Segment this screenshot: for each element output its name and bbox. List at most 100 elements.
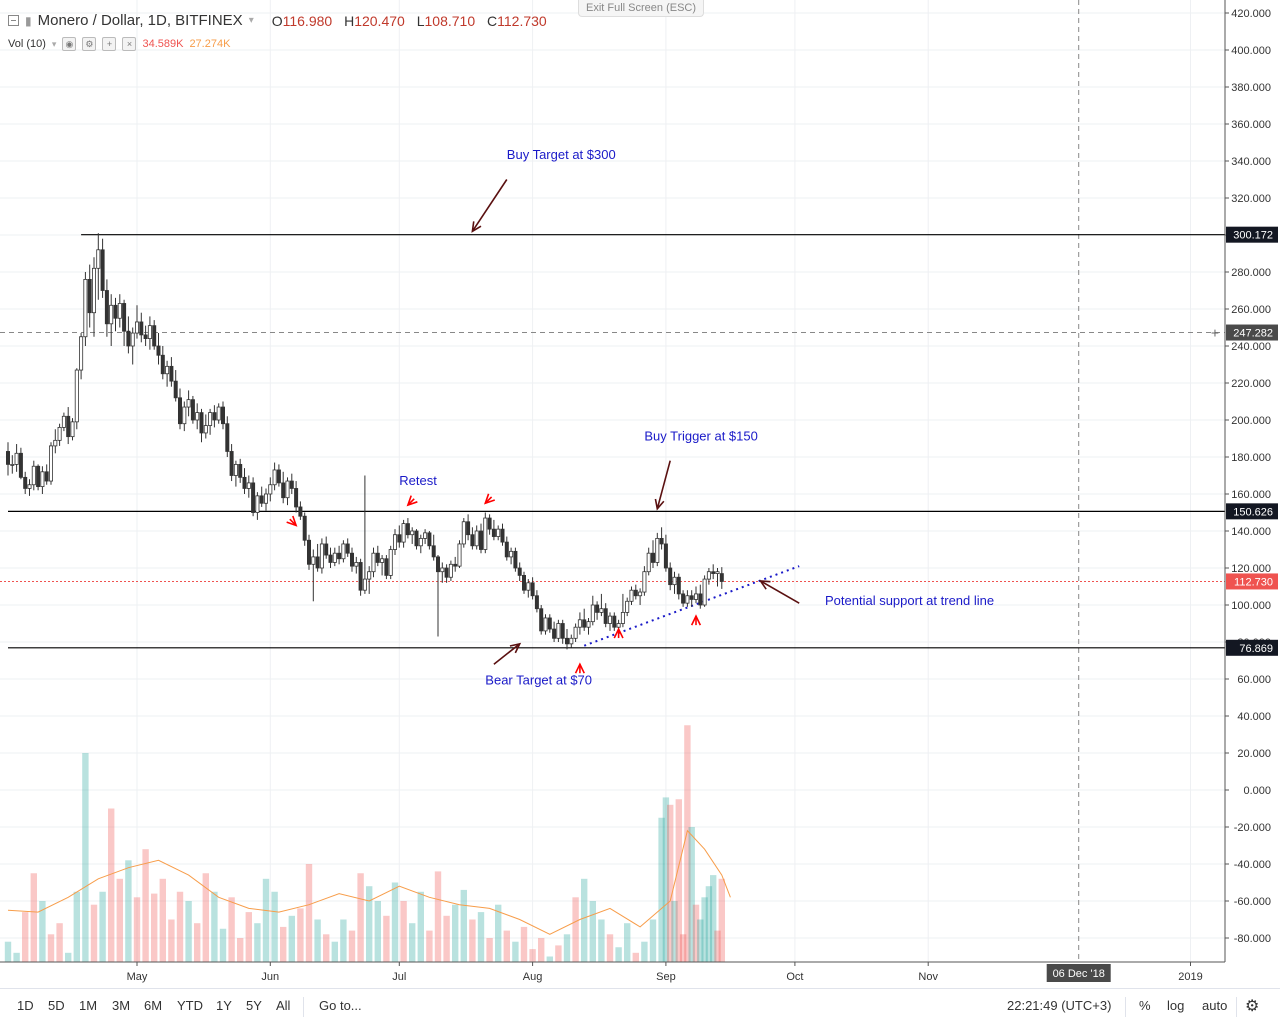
annotation-label: Potential support at trend line xyxy=(825,593,994,608)
volume-bar xyxy=(460,889,467,962)
candle-up xyxy=(672,576,677,586)
range-1y[interactable]: 1Y xyxy=(216,998,232,1013)
candle-down xyxy=(651,552,656,563)
candle-up xyxy=(401,523,406,543)
volume-bar xyxy=(688,827,695,962)
candle-down xyxy=(324,543,329,556)
low-value: 108.710 xyxy=(424,12,476,29)
candle-down xyxy=(595,604,600,613)
volume-bar xyxy=(297,908,304,962)
crosshair-plus-icon: + xyxy=(1211,325,1219,341)
candle-down xyxy=(18,452,23,478)
candle-up xyxy=(629,589,634,602)
volume-label[interactable]: Vol (10) xyxy=(8,38,46,50)
range-3m[interactable]: 3M xyxy=(112,998,131,1013)
range-5y[interactable]: 5Y xyxy=(246,998,262,1013)
range-ytd[interactable]: YTD xyxy=(177,998,203,1013)
volume-bar xyxy=(503,930,510,962)
volume-bar xyxy=(142,849,149,962)
candle-up xyxy=(423,532,428,539)
last-price-badge: 112.730 xyxy=(1234,576,1273,588)
volume-bar xyxy=(391,882,399,962)
annotation-label: Buy Target at $300 xyxy=(507,147,616,162)
volume-bar xyxy=(512,941,519,962)
close-icon[interactable]: × xyxy=(122,37,137,51)
candle-down xyxy=(560,623,565,639)
symbol-title[interactable]: Monero / Dollar, 1D, BITFINEX xyxy=(37,12,243,29)
volume-bar xyxy=(116,878,123,962)
volume-bar xyxy=(675,799,682,962)
price-tick-label: 140.000 xyxy=(1231,526,1271,538)
volume-bar xyxy=(348,930,356,962)
price-axis-bg xyxy=(1225,0,1280,962)
candle-up xyxy=(203,425,208,434)
auto-toggle[interactable]: auto xyxy=(1202,998,1228,1013)
candle-down xyxy=(100,249,105,291)
annotation-arrow-head xyxy=(758,580,771,590)
candle-up xyxy=(599,608,604,613)
time-tick-label: Oct xyxy=(786,971,803,983)
gear-icon[interactable]: ⚙ xyxy=(82,37,97,51)
volume-bars xyxy=(4,725,725,962)
range-all[interactable]: All xyxy=(276,998,291,1013)
eye-icon[interactable]: ◉ xyxy=(62,37,77,51)
candle-down xyxy=(539,608,544,632)
range-6m[interactable]: 6M xyxy=(144,998,163,1013)
candle-up xyxy=(474,530,479,547)
flag-icon[interactable]: ▮ xyxy=(25,13,32,28)
candle-down xyxy=(251,482,256,513)
annotation-arrow xyxy=(471,179,508,232)
candle-down xyxy=(698,593,703,606)
candle-down xyxy=(36,465,41,488)
candle-down xyxy=(104,290,109,325)
volume-bar xyxy=(254,923,261,962)
candle-down xyxy=(681,593,686,604)
candle-up xyxy=(134,321,139,334)
range-1m[interactable]: 1M xyxy=(79,998,98,1013)
percent-toggle[interactable]: % xyxy=(1139,998,1151,1013)
candle-up xyxy=(195,412,200,421)
candle-down xyxy=(435,556,440,573)
level-badge-bg xyxy=(1226,639,1278,656)
price-chart[interactable]: Buy Target at $300 Buy Trigger at $150 Ret… xyxy=(0,0,1280,988)
price-axis[interactable]: 420.000 400.000 380.000 360.000 340.000 320.0… xyxy=(1211,0,1280,962)
candle-up xyxy=(130,332,135,347)
volume-bar xyxy=(426,930,433,962)
chevron-down-icon[interactable]: ▾ xyxy=(51,38,57,49)
range-1d[interactable]: 1D xyxy=(17,998,34,1013)
time-axis[interactable]: May Jun Jul Aug Sep Oct Nov 2019 06 Dec '18 xyxy=(0,961,1225,983)
candle-up xyxy=(440,567,445,573)
volume-bar xyxy=(662,797,670,962)
volume-bar xyxy=(632,952,639,962)
price-tick-label: 420.000 xyxy=(1231,8,1271,20)
chevron-down-icon[interactable]: ▾ xyxy=(248,15,254,26)
price-tick-label: -20.000 xyxy=(1234,822,1271,834)
volume-bar xyxy=(4,941,12,962)
exit-fullscreen-button[interactable]: Exit Full Screen (ESC) xyxy=(578,0,705,17)
candle-down xyxy=(517,567,522,576)
candle-up xyxy=(96,249,101,269)
candle-down xyxy=(6,451,11,465)
candle-up xyxy=(655,538,660,563)
candle-up xyxy=(10,463,15,466)
volume-bar xyxy=(22,912,29,962)
volume-bar xyxy=(538,938,545,962)
gear-icon[interactable]: ⚙ xyxy=(1245,998,1260,1015)
plus-icon[interactable]: + xyxy=(102,37,117,51)
log-toggle[interactable]: log xyxy=(1167,998,1185,1013)
clock[interactable]: 22:21:49 (UTC+3) xyxy=(1007,998,1112,1013)
candle-up xyxy=(61,415,66,428)
candle-down xyxy=(530,582,535,597)
volume-bar xyxy=(56,923,63,962)
candle-up xyxy=(586,621,591,628)
volume-bar xyxy=(168,919,175,962)
red-arrow-icon-head xyxy=(483,493,496,505)
candle-down xyxy=(302,515,307,541)
volume-bar xyxy=(90,904,98,962)
horizontal-levels[interactable] xyxy=(0,234,1225,649)
range-5d[interactable]: 5D xyxy=(48,998,65,1013)
price-tick-label: 400.000 xyxy=(1231,45,1271,57)
candle-down xyxy=(160,354,165,375)
goto-button[interactable]: Go to... xyxy=(319,998,362,1013)
collapse-icon[interactable] xyxy=(8,15,19,26)
